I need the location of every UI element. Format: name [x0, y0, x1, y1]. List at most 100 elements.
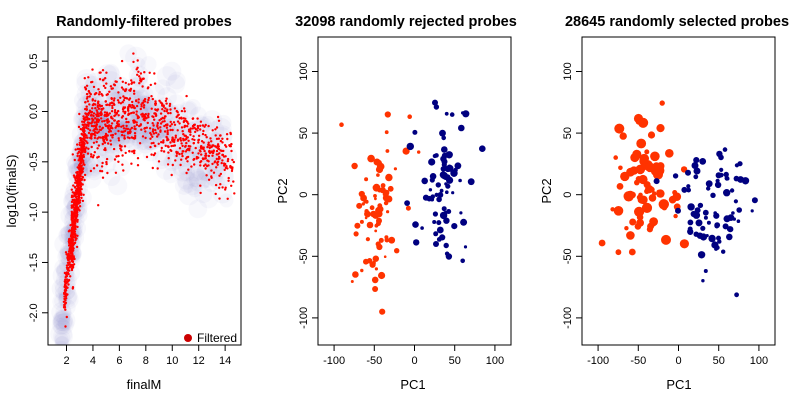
density-blob — [187, 182, 203, 198]
data-point — [181, 150, 184, 153]
data-point — [634, 206, 645, 217]
data-point — [210, 176, 213, 179]
data-point — [451, 223, 458, 230]
data-point — [98, 78, 102, 81]
x-tick-label: -100 — [323, 355, 345, 367]
data-point — [194, 130, 197, 134]
data-point — [161, 108, 164, 111]
data-point — [183, 107, 186, 110]
data-point — [214, 192, 217, 196]
data-point — [158, 99, 161, 103]
data-point — [79, 164, 82, 168]
data-point — [137, 70, 140, 74]
data-point — [191, 151, 194, 154]
data-point — [731, 211, 735, 215]
data-point — [117, 101, 121, 104]
data-point — [117, 139, 121, 142]
data-point — [619, 132, 627, 140]
data-point — [432, 220, 437, 224]
density-blob — [54, 332, 69, 345]
data-point — [95, 113, 98, 116]
data-point — [106, 134, 109, 137]
data-point — [708, 234, 716, 243]
data-point — [638, 176, 647, 184]
data-point — [460, 218, 468, 226]
data-point — [131, 150, 134, 153]
data-point — [685, 169, 691, 176]
data-point — [162, 139, 165, 142]
data-point — [93, 151, 97, 154]
data-point — [154, 100, 157, 103]
data-point — [77, 183, 80, 186]
data-point — [140, 103, 143, 106]
data-point — [693, 167, 701, 175]
data-point — [75, 216, 78, 219]
data-point — [420, 226, 424, 230]
data-point — [183, 134, 186, 137]
density-blob — [197, 131, 214, 148]
data-point — [76, 178, 80, 181]
density-blob — [202, 110, 223, 130]
data-point — [75, 181, 79, 184]
x-tick-label: 100 — [486, 355, 504, 367]
data-point — [97, 107, 101, 111]
data-point — [78, 199, 82, 202]
data-point — [413, 239, 420, 246]
data-point — [374, 229, 378, 233]
density-blob — [105, 85, 122, 101]
data-point — [86, 141, 89, 145]
data-point — [187, 144, 190, 148]
data-point — [206, 145, 209, 149]
data-point — [136, 73, 139, 77]
data-point — [207, 160, 210, 163]
density-blob — [176, 170, 196, 190]
data-point — [149, 137, 152, 140]
data-point — [226, 159, 230, 163]
data-point — [412, 221, 419, 228]
data-point — [197, 152, 200, 155]
density-blob — [53, 326, 73, 345]
data-point — [726, 177, 730, 181]
data-point — [107, 142, 110, 145]
data-point — [87, 147, 90, 150]
data-point — [170, 149, 173, 153]
data-point — [182, 117, 185, 120]
data-point — [84, 107, 87, 111]
data-point — [174, 159, 177, 162]
data-point — [105, 162, 108, 166]
data-point — [228, 144, 231, 147]
data-point — [216, 115, 220, 119]
data-point — [78, 156, 81, 160]
density-blob — [136, 135, 155, 154]
density-blob — [54, 336, 69, 345]
data-point — [72, 243, 76, 246]
data-point — [109, 85, 113, 88]
data-point — [196, 117, 199, 120]
data-point — [733, 199, 739, 204]
data-point — [123, 134, 126, 137]
density-blob — [57, 316, 72, 331]
chart-title: 32098 randomly rejected probes — [295, 14, 517, 30]
panel-pca-rejected: 32098 randomly rejected probes -100 -50 0 5… — [275, 14, 517, 392]
data-point — [169, 120, 172, 124]
data-point — [171, 137, 174, 140]
data-point — [71, 287, 75, 290]
data-point — [84, 118, 87, 122]
x-axis: 2 4 6 8 10 12 14 — [63, 345, 231, 367]
data-point — [123, 112, 127, 115]
data-point — [87, 113, 90, 117]
data-point — [101, 79, 105, 82]
data-point — [169, 111, 172, 115]
density-blob — [135, 97, 154, 116]
data-point — [99, 136, 103, 139]
data-point — [110, 110, 114, 113]
data-point — [176, 138, 180, 141]
density-blob — [131, 130, 152, 151]
data-point — [87, 124, 90, 128]
data-point — [141, 115, 144, 118]
data-point — [105, 160, 108, 164]
data-point — [82, 120, 86, 124]
data-point — [750, 209, 754, 213]
density-blob — [174, 176, 194, 195]
data-point — [133, 106, 136, 110]
